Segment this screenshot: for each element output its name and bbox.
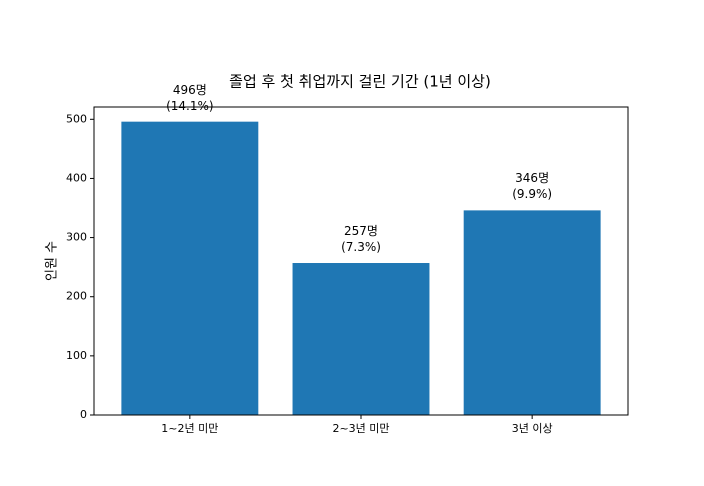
- x-tick-label: 2~3년 미만: [332, 422, 389, 435]
- value-label: 346명 (9.9%): [512, 171, 553, 202]
- y-axis-label: 인원 수: [45, 241, 60, 281]
- y-tick-label: 400: [66, 171, 87, 184]
- y-tick-label: 0: [80, 408, 87, 421]
- value-label: 496명 (14.1%): [166, 82, 214, 113]
- y-tick-label: 300: [66, 231, 87, 244]
- value-label: 257명 (7.3%): [341, 224, 381, 254]
- y-tick-label: 500: [66, 112, 87, 125]
- bar: [463, 210, 601, 415]
- x-tick-label: 3년 이상: [512, 422, 553, 435]
- y-tick-label: 100: [66, 349, 87, 362]
- bar: [121, 121, 259, 416]
- y-tick-label: 200: [66, 290, 87, 303]
- chart-title: 졸업 후 첫 취업까지 걸린 기간 (1년 이상): [229, 73, 491, 91]
- x-tick-label: 1~2년 미만: [161, 422, 218, 435]
- plot-frame: [93, 106, 629, 416]
- bar: [292, 263, 430, 415]
